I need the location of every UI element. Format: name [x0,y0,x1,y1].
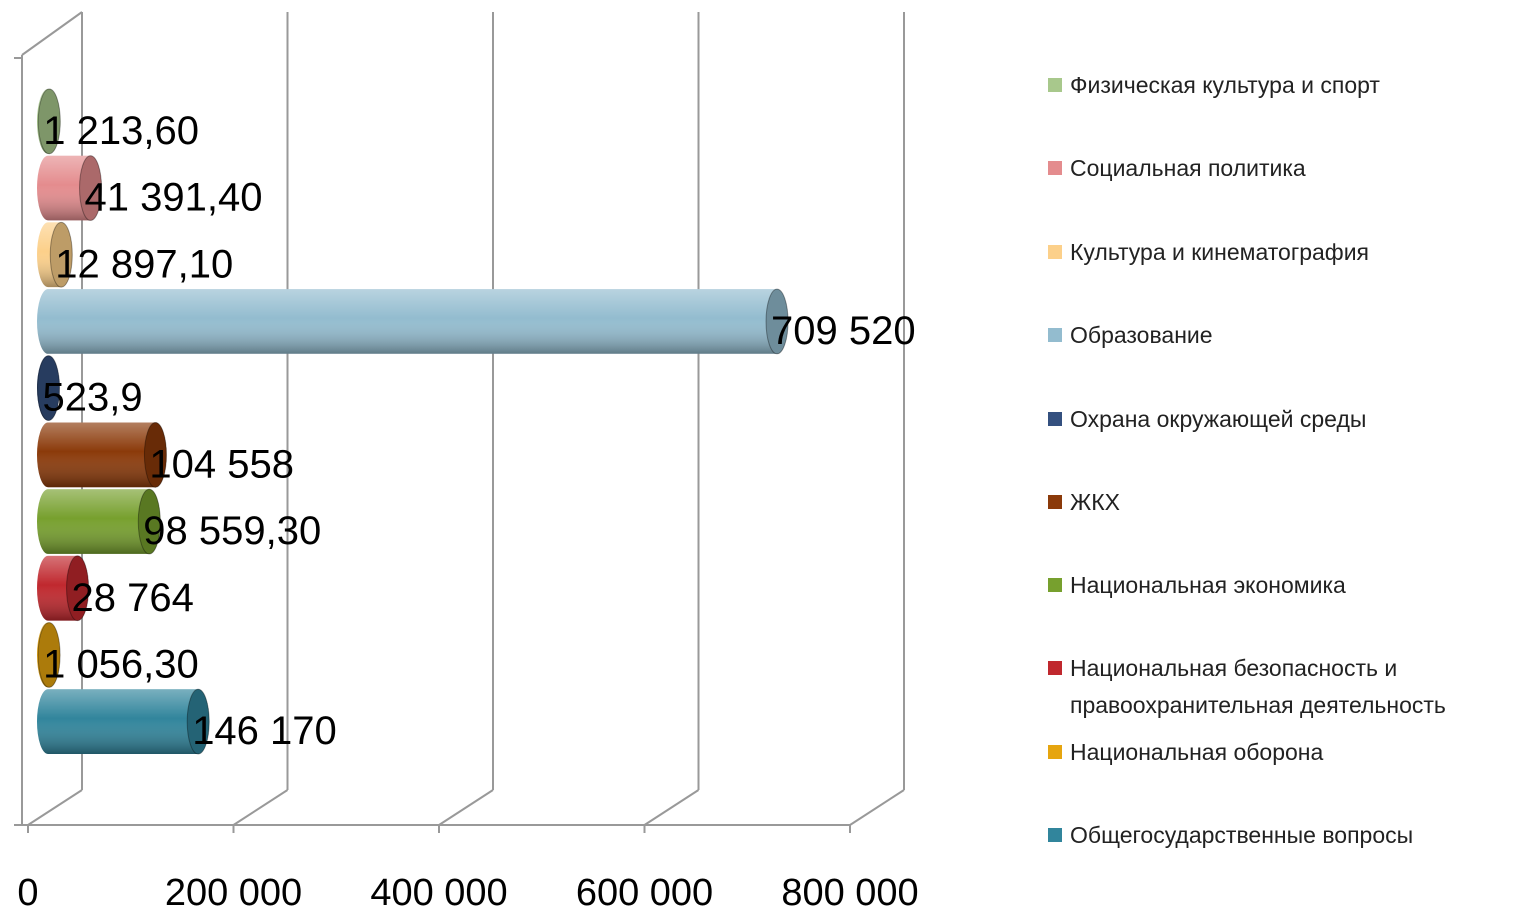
bar-cap [37,88,61,155]
data-label: 28 764 [72,576,194,620]
bar-cap [49,221,73,288]
legend-swatch [1048,328,1062,342]
bar-cap-shade [138,489,161,554]
data-label: 523,9 [43,376,143,420]
legend-swatch [1048,828,1062,842]
legend-label: Национальная безопасность и правоохранит… [1070,655,1446,718]
legend-swatch [1048,245,1062,259]
legend-label: Общегосударственные вопросы [1070,822,1414,848]
data-label: 1 056,30 [43,643,199,687]
bar [36,488,161,555]
bar [37,155,103,221]
bar [37,555,90,622]
bar-cap-shade [37,355,60,421]
bar [36,221,73,288]
x-tick-label: 200 000 [165,872,302,914]
legend-swatch [1048,412,1062,426]
legend-label: Культура и кинематография [1070,239,1370,265]
legend-swatch [1048,745,1062,759]
x-tick-label: 0 [17,872,38,914]
data-label: 98 559,30 [143,509,321,553]
legend-entry: Охрана окружающей среды [1048,401,1518,438]
legend-label: Социальная политика [1070,155,1306,181]
legend-swatch [1048,578,1062,592]
bar-cap [37,622,61,688]
bar-cap-shade [187,689,210,755]
bar [36,422,167,488]
grid-line [849,789,905,826]
data-label: 1 213,60 [43,109,199,153]
grid-line [643,789,700,826]
legend-swatch [1048,78,1062,92]
legend-entry: Национальная безопасность и правоохранит… [1048,650,1518,724]
legend: Физическая культура и спорт Социальная по… [1048,0,1523,918]
bar-shade [36,689,210,754]
legend-entry: ЖКХ [1048,484,1518,521]
bar [36,355,61,421]
legend-label: Физическая культура и спорт [1070,72,1380,98]
legend-entry: Национальная экономика [1048,567,1518,604]
legend-label: ЖКХ [1070,489,1120,515]
legend-swatch [1048,495,1062,509]
bar-cap-shade [38,622,61,688]
legend-entry: Образование [1048,317,1518,354]
legend-label: Национальная оборона [1070,739,1324,765]
x-tick-label: 600 000 [576,872,713,914]
legend-label: Охрана окружающей среды [1070,406,1367,432]
grid-line [232,789,289,826]
legend-entry: Общегосударственные вопросы [1048,817,1518,854]
grid-line [438,789,494,826]
bar [36,622,61,688]
bar-shade [36,489,161,554]
data-label: 104 558 [149,442,294,486]
bar-cap-shade [50,222,73,288]
grid-line [27,789,83,826]
bar-cap-shade [766,289,789,354]
bar-cap [79,155,103,221]
left-wall [21,11,83,56]
bar [37,288,789,355]
chart: 0 200 000 400 000 600 000 800 000 146 170 1 05… [14,11,919,914]
data-label: 146 170 [192,709,337,753]
bar-cap-shade [144,422,167,488]
data-label: 12 897,10 [55,242,233,286]
bar-shade [37,289,789,354]
bar-cap-shade [38,89,61,154]
legend-entry: Социальная политика [1048,150,1518,187]
legend-label: Образование [1070,322,1213,348]
x-tick-label: 800 000 [781,872,918,914]
bar-cap-shade [79,155,102,221]
legend-entry: Культура и кинематография [1048,234,1518,271]
x-tick-label: 400 000 [370,872,507,914]
data-label: 709 520 [771,309,916,353]
legend-swatch [1048,661,1062,675]
legend-swatch [1048,161,1062,175]
bar-cap [765,288,789,355]
legend-entry: Национальная оборона [1048,734,1518,771]
bar [37,88,61,155]
legend-entry: Физическая культура и спорт [1048,67,1518,104]
legend-label: Национальная экономика [1070,572,1346,598]
bar-cap [186,688,210,755]
bar-shade [36,422,167,488]
bar-cap [66,555,90,622]
bar [36,688,210,755]
bar-cap [37,355,61,421]
bar-cap [137,488,161,555]
data-label: 41 391,40 [85,176,263,220]
bar-cap [143,422,167,488]
bar-cap-shade [66,555,89,621]
